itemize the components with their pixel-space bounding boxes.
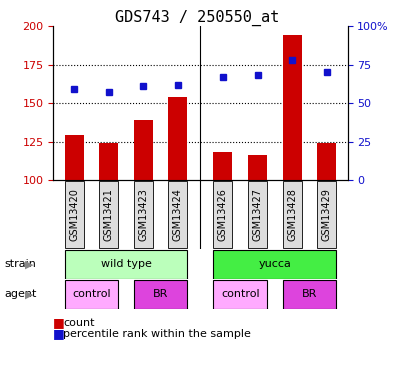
FancyBboxPatch shape xyxy=(99,182,118,248)
FancyBboxPatch shape xyxy=(64,250,188,279)
Text: GDS743 / 250550_at: GDS743 / 250550_at xyxy=(115,9,280,26)
Text: yucca: yucca xyxy=(258,260,292,269)
Bar xyxy=(134,120,153,180)
Text: GSM13428: GSM13428 xyxy=(287,188,297,241)
Text: ■: ■ xyxy=(53,327,65,340)
Text: ■: ■ xyxy=(53,316,65,329)
Bar xyxy=(248,155,267,180)
FancyBboxPatch shape xyxy=(134,182,153,248)
Text: BR: BR xyxy=(153,290,168,299)
Text: GSM13420: GSM13420 xyxy=(69,188,79,241)
Text: ▶: ▶ xyxy=(25,260,34,269)
Text: GSM13421: GSM13421 xyxy=(104,188,114,241)
FancyBboxPatch shape xyxy=(283,182,302,248)
Text: GSM13424: GSM13424 xyxy=(173,188,183,241)
Text: percentile rank within the sample: percentile rank within the sample xyxy=(63,329,251,339)
FancyBboxPatch shape xyxy=(317,182,337,248)
FancyBboxPatch shape xyxy=(134,280,188,309)
Text: GSM13426: GSM13426 xyxy=(218,188,228,241)
Text: strain: strain xyxy=(4,260,36,269)
Bar xyxy=(283,36,302,180)
FancyBboxPatch shape xyxy=(64,280,118,309)
FancyBboxPatch shape xyxy=(168,182,188,248)
Text: wild type: wild type xyxy=(101,260,151,269)
FancyBboxPatch shape xyxy=(213,250,337,279)
FancyBboxPatch shape xyxy=(213,280,267,309)
Text: GSM13429: GSM13429 xyxy=(322,188,332,241)
FancyBboxPatch shape xyxy=(213,182,233,248)
Bar xyxy=(64,135,84,180)
Bar xyxy=(213,152,233,180)
Text: count: count xyxy=(63,318,95,327)
Text: agent: agent xyxy=(4,290,36,299)
FancyBboxPatch shape xyxy=(283,280,337,309)
Text: GSM13423: GSM13423 xyxy=(138,188,149,241)
FancyBboxPatch shape xyxy=(64,182,84,248)
Text: control: control xyxy=(221,290,260,299)
Text: GSM13427: GSM13427 xyxy=(252,188,263,241)
FancyBboxPatch shape xyxy=(248,182,267,248)
Text: BR: BR xyxy=(302,290,317,299)
Text: ▶: ▶ xyxy=(25,290,34,299)
Text: control: control xyxy=(72,290,111,299)
Bar xyxy=(168,97,188,180)
Bar xyxy=(317,143,337,180)
Bar xyxy=(99,143,118,180)
